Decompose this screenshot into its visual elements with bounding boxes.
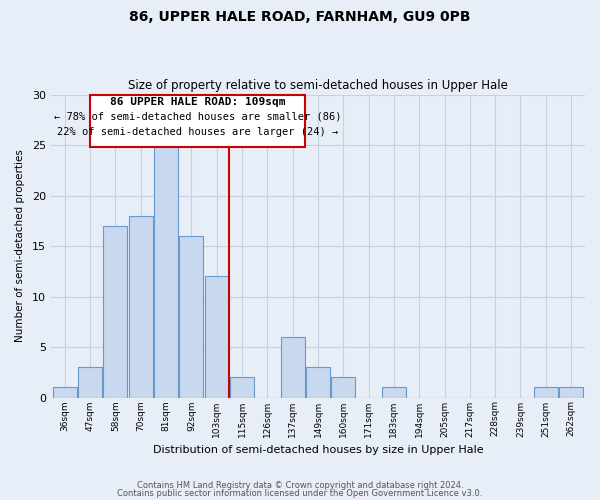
Y-axis label: Number of semi-detached properties: Number of semi-detached properties [15,150,25,342]
Bar [559,388,583,398]
Bar [53,388,77,398]
Bar [281,337,305,398]
Bar [103,226,127,398]
Bar [382,388,406,398]
Text: Contains public sector information licensed under the Open Government Licence v3: Contains public sector information licen… [118,488,482,498]
Bar [129,216,153,398]
Text: ← 78% of semi-detached houses are smaller (86): ← 78% of semi-detached houses are smalle… [54,112,341,122]
FancyBboxPatch shape [90,94,305,147]
Bar [179,236,203,398]
Text: 22% of semi-detached houses are larger (24) →: 22% of semi-detached houses are larger (… [57,126,338,136]
Bar [331,378,355,398]
Text: 86 UPPER HALE ROAD: 109sqm: 86 UPPER HALE ROAD: 109sqm [110,96,286,106]
Bar [205,276,229,398]
Text: 86, UPPER HALE ROAD, FARNHAM, GU9 0PB: 86, UPPER HALE ROAD, FARNHAM, GU9 0PB [129,10,471,24]
Bar [306,367,330,398]
Text: Contains HM Land Registry data © Crown copyright and database right 2024.: Contains HM Land Registry data © Crown c… [137,481,463,490]
Bar [230,378,254,398]
Bar [78,367,102,398]
Bar [154,145,178,398]
X-axis label: Distribution of semi-detached houses by size in Upper Hale: Distribution of semi-detached houses by … [152,445,483,455]
Title: Size of property relative to semi-detached houses in Upper Hale: Size of property relative to semi-detach… [128,79,508,92]
Bar [534,388,558,398]
